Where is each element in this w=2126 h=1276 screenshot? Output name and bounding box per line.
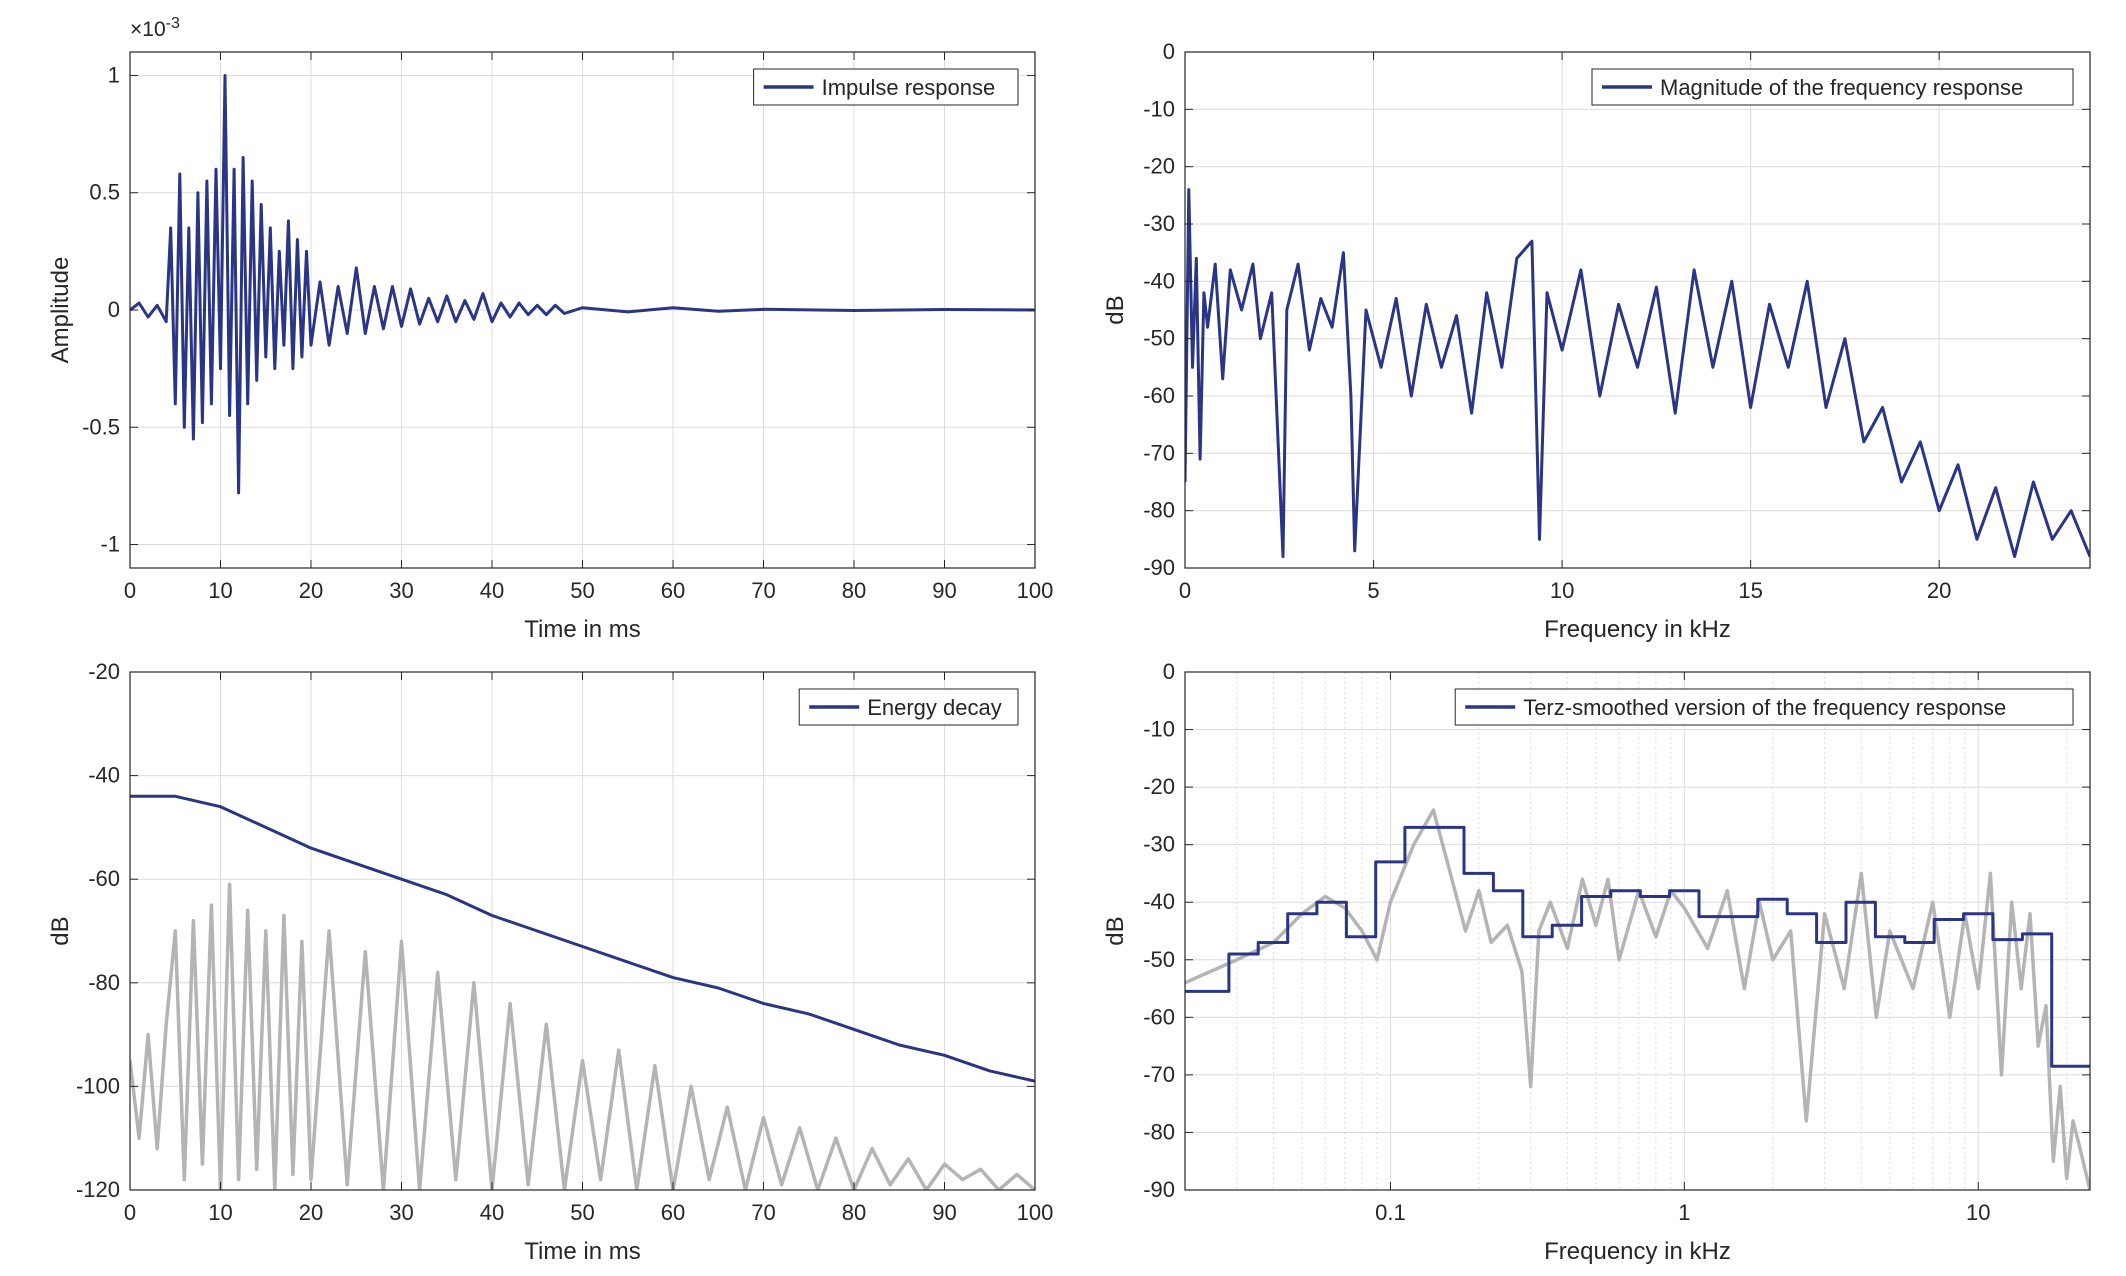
y-tick-label: -0.5 bbox=[82, 414, 120, 439]
x-tick-label: 10 bbox=[1966, 1200, 1990, 1225]
y-tick-label: -40 bbox=[1143, 889, 1175, 914]
x-tick-label: 40 bbox=[480, 578, 504, 603]
y-tick-label: -20 bbox=[1143, 774, 1175, 799]
y-tick-label: -40 bbox=[88, 763, 120, 788]
x-tick-label: 100 bbox=[1017, 578, 1054, 603]
x-tick-label: 0 bbox=[124, 1200, 136, 1225]
series-group bbox=[130, 74, 1035, 495]
y-tick-label: 0.5 bbox=[89, 180, 120, 205]
y-tick-label: 0 bbox=[1163, 39, 1175, 64]
series-line-primary bbox=[1185, 188, 2090, 558]
y-axis-label: Amplitude bbox=[47, 257, 74, 364]
x-tick-label: 30 bbox=[389, 1200, 413, 1225]
x-tick-label: 5 bbox=[1367, 578, 1379, 603]
y-tick-label: -80 bbox=[1143, 498, 1175, 523]
y-tick-label: -20 bbox=[1143, 154, 1175, 179]
legend-box bbox=[1591, 68, 2074, 106]
y-tick-label: -80 bbox=[88, 970, 120, 995]
energy-decay-plot: 0 10 20 30 40 50 60 70 80 90 100 -20 -40 -60 -80 -100 -1… bbox=[47, 659, 1053, 1265]
series-line-primary bbox=[130, 74, 1035, 495]
terz-smoothed-plot: 0.1 1 10 0 -10 -20 -30 -40 -50 -60 -70 -80 -90 Freque… bbox=[1102, 659, 2091, 1265]
x-tick-label: 0.1 bbox=[1375, 1200, 1406, 1225]
x-tick-label: 10 bbox=[208, 1200, 232, 1225]
legend-box bbox=[1454, 688, 2074, 726]
legend-label: Magnitude of the frequency response bbox=[1660, 75, 2023, 100]
x-axis-label: Frequency in kHz bbox=[1544, 1238, 1731, 1265]
series-line-primary bbox=[1185, 825, 2090, 1068]
y-tick-label: -10 bbox=[1143, 96, 1175, 121]
axes-box bbox=[1184, 51, 2091, 569]
x-axis-label: Time in ms bbox=[524, 616, 640, 643]
plot-area bbox=[1185, 52, 2090, 568]
y-tick-label: -50 bbox=[1143, 326, 1175, 351]
y-tick-label: -100 bbox=[76, 1073, 120, 1098]
y-tick-label: -90 bbox=[1143, 555, 1175, 580]
axes-box bbox=[1184, 671, 2091, 1191]
x-axis-label: Time in ms bbox=[524, 1238, 640, 1265]
x-tick-label: 20 bbox=[299, 578, 323, 603]
y-tick-label: -60 bbox=[1143, 383, 1175, 408]
y-exponent-label: ×10-3 bbox=[130, 15, 180, 41]
legend-label: Terz-smoothed version of the frequency r… bbox=[1523, 695, 2006, 720]
series-group bbox=[1185, 808, 2090, 1190]
y-tick-label: -60 bbox=[1143, 1004, 1175, 1029]
x-tick-label: 70 bbox=[751, 1200, 775, 1225]
x-tick-label: 20 bbox=[1927, 578, 1951, 603]
magnitude-plot: 0 5 10 15 20 0 -10 -20 -30 -40 -50 -60 -70 -80 -90 Freq… bbox=[1102, 39, 2091, 643]
series-line-primary bbox=[130, 794, 1035, 1083]
x-tick-label: 80 bbox=[842, 1200, 866, 1225]
y-tick-label: -120 bbox=[76, 1177, 120, 1202]
exponent-base: ×10 bbox=[130, 18, 166, 41]
y-tick-label: -60 bbox=[88, 866, 120, 891]
y-tick-label: -30 bbox=[1143, 211, 1175, 236]
series-line-secondary bbox=[1185, 808, 2090, 1190]
y-axis-label: dB bbox=[47, 916, 74, 945]
y-tick-label: -30 bbox=[1143, 832, 1175, 857]
x-tick-label: 50 bbox=[570, 1200, 594, 1225]
x-tick-label: 80 bbox=[842, 578, 866, 603]
x-tick-label: 90 bbox=[932, 1200, 956, 1225]
exponent-power: -3 bbox=[166, 15, 180, 32]
x-tick-label: 30 bbox=[389, 578, 413, 603]
x-tick-label: 100 bbox=[1017, 1200, 1054, 1225]
x-tick-label: 15 bbox=[1738, 578, 1762, 603]
y-tick-label: 0 bbox=[1163, 659, 1175, 684]
series-group bbox=[1185, 188, 2090, 558]
plot-area bbox=[1185, 672, 2090, 1190]
x-tick-label: 90 bbox=[932, 578, 956, 603]
x-tick-label: 10 bbox=[208, 578, 232, 603]
y-tick-label: -70 bbox=[1143, 1062, 1175, 1087]
x-tick-label: 0 bbox=[124, 578, 136, 603]
x-tick-label: 40 bbox=[480, 1200, 504, 1225]
x-tick-label: 1 bbox=[1678, 1200, 1690, 1225]
y-axis-label: dB bbox=[1102, 295, 1129, 324]
y-tick-label: -40 bbox=[1143, 268, 1175, 293]
x-tick-label: 60 bbox=[661, 1200, 685, 1225]
y-axis-label: dB bbox=[1102, 916, 1129, 945]
y-tick-label: 1 bbox=[108, 62, 120, 87]
y-tick-label: -20 bbox=[88, 659, 120, 684]
y-tick-label: -1 bbox=[100, 532, 120, 557]
x-axis-label: Frequency in kHz bbox=[1544, 616, 1731, 643]
x-tick-label: 70 bbox=[751, 578, 775, 603]
series-group bbox=[130, 794, 1035, 1190]
y-tick-label: -10 bbox=[1143, 717, 1175, 742]
x-tick-label: 60 bbox=[661, 578, 685, 603]
x-tick-label: 20 bbox=[299, 1200, 323, 1225]
y-tick-label: -80 bbox=[1143, 1119, 1175, 1144]
legend-label: Impulse response bbox=[822, 75, 996, 100]
legend-label: Energy decay bbox=[867, 695, 1002, 720]
y-tick-label: 0 bbox=[108, 297, 120, 322]
y-tick-label: -70 bbox=[1143, 440, 1175, 465]
y-tick-label: -90 bbox=[1143, 1177, 1175, 1202]
x-tick-label: 0 bbox=[1179, 578, 1191, 603]
y-tick-label: -50 bbox=[1143, 947, 1175, 972]
x-tick-label: 50 bbox=[570, 578, 594, 603]
x-tick-label: 10 bbox=[1550, 578, 1574, 603]
impulse-response-plot: 0 10 20 30 40 50 60 70 80 90 100 -1 -0.5 0 0.5 1 Time in… bbox=[47, 15, 1053, 643]
